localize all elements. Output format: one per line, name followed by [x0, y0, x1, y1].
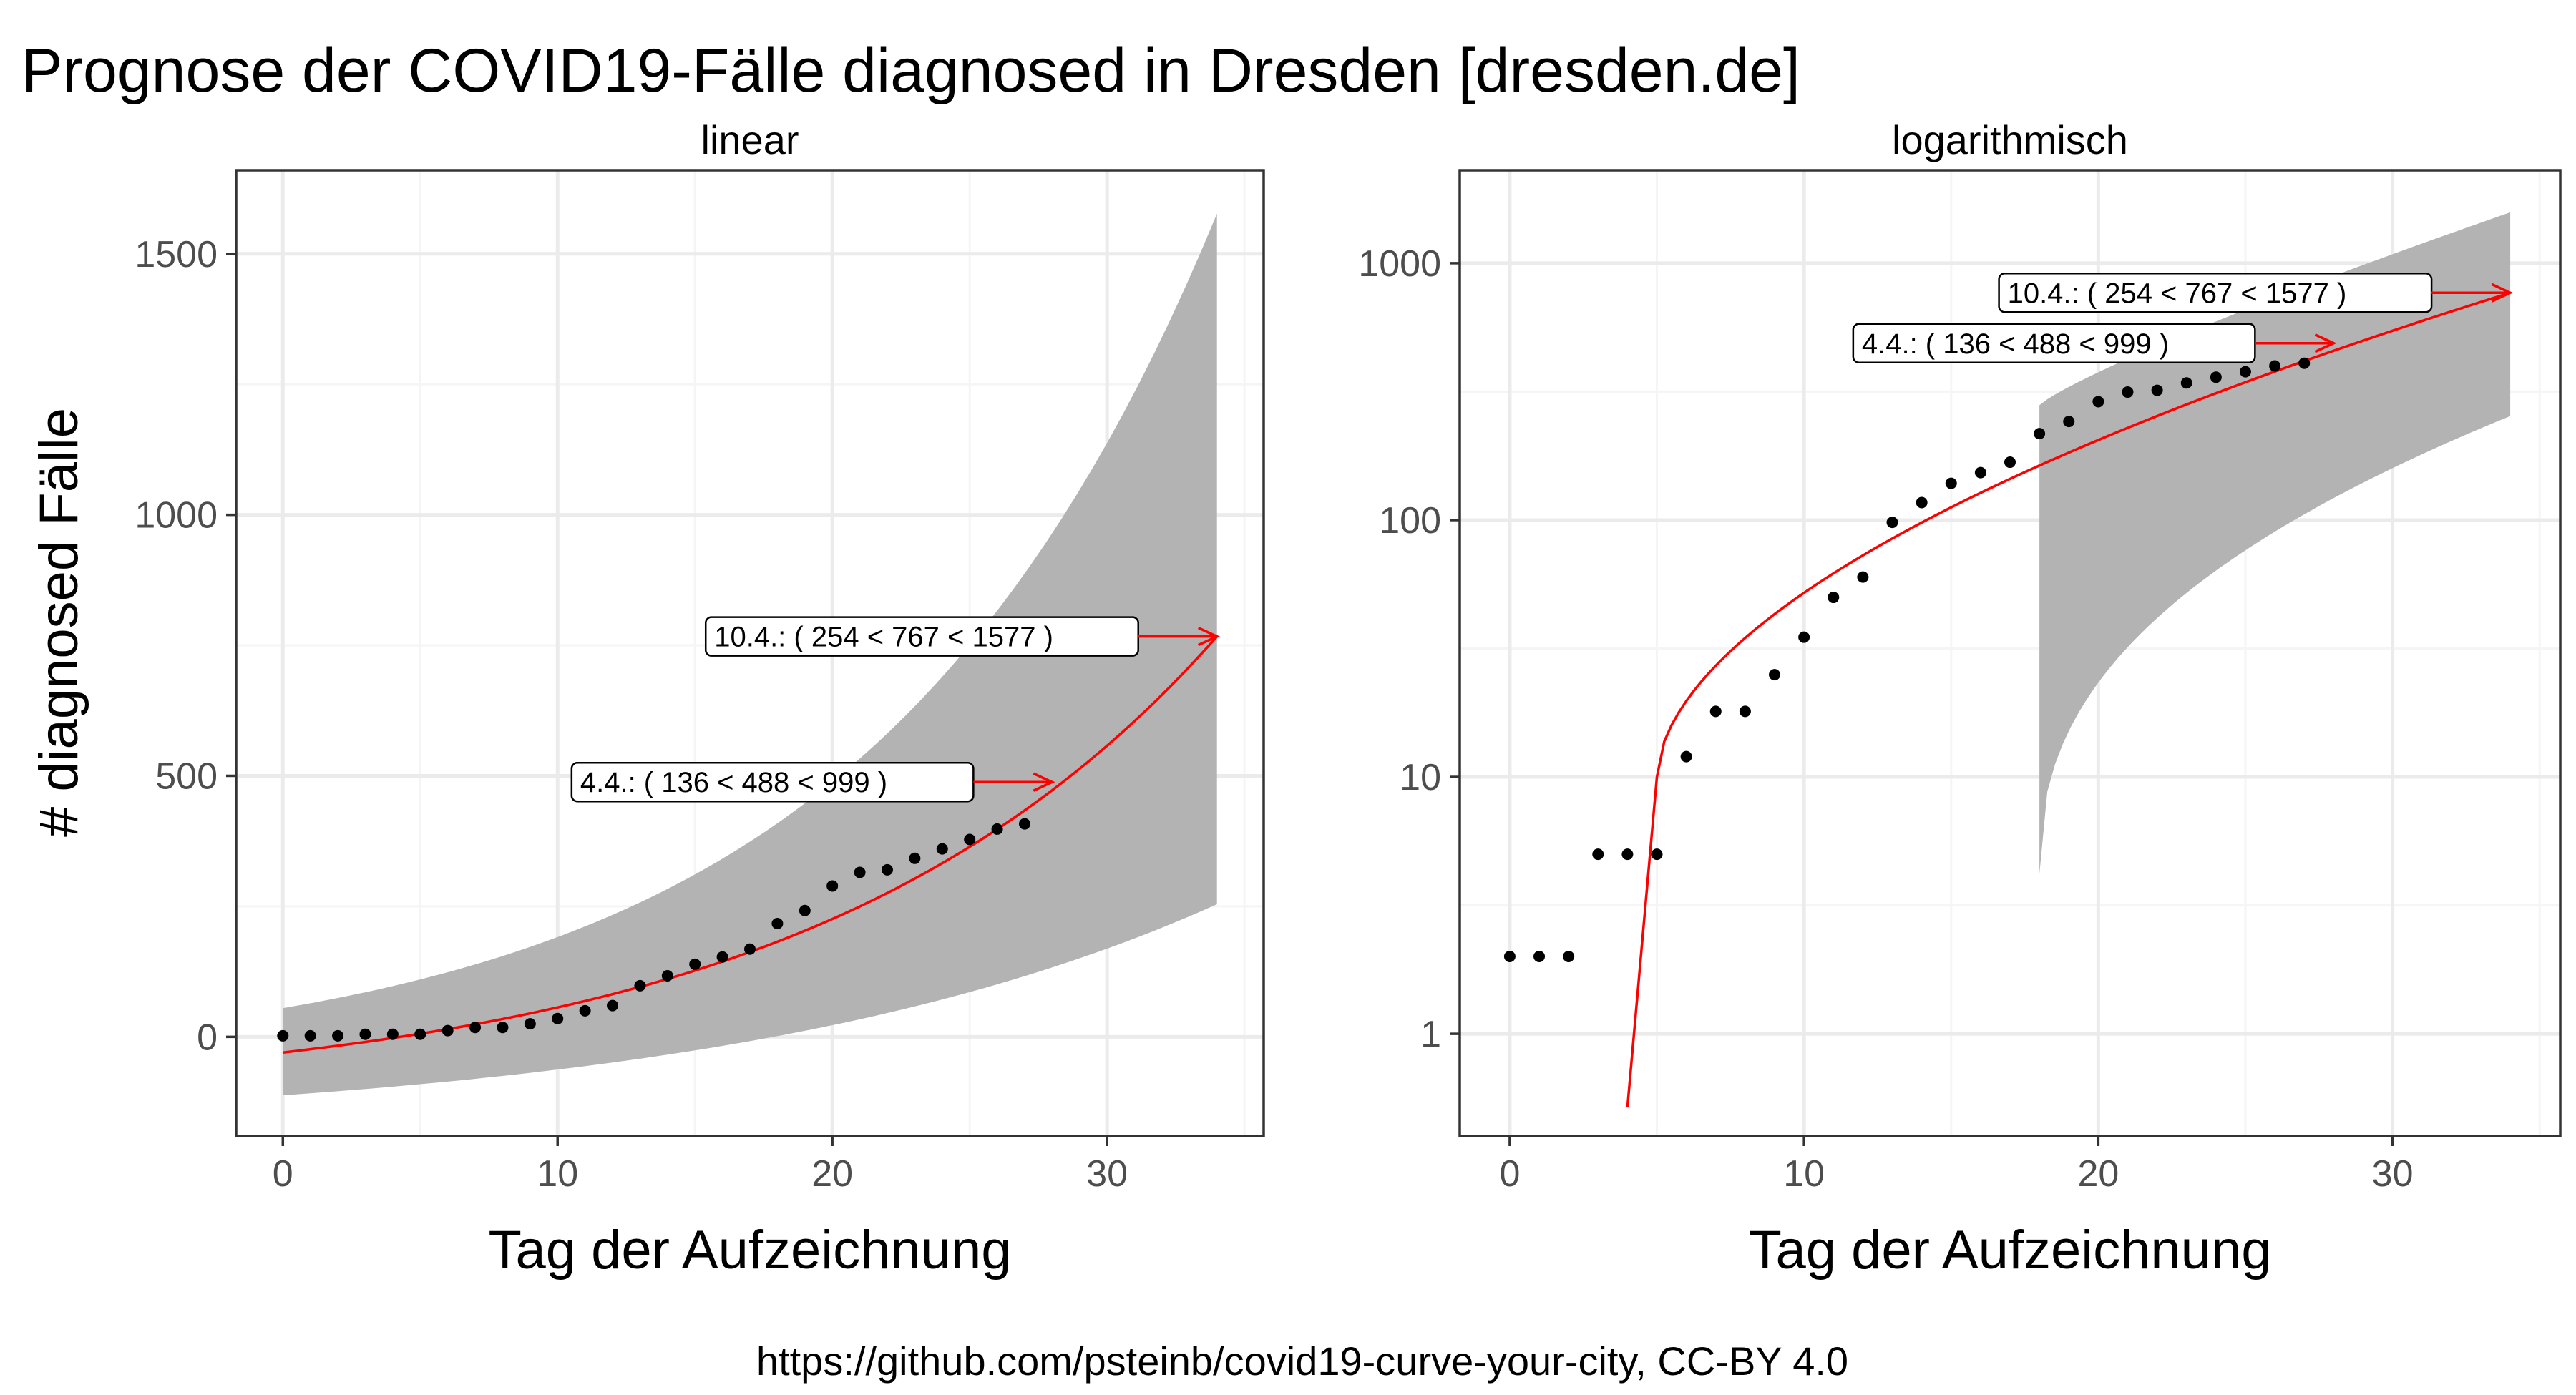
- data-point: [2180, 377, 2192, 389]
- data-point: [1563, 951, 1575, 963]
- data-point: [579, 1004, 591, 1017]
- data-point: [1739, 705, 1751, 718]
- data-point: [2092, 396, 2104, 408]
- panel-border: [1458, 169, 2562, 1137]
- annotation-label: 4.4.: ( 136 < 488 < 999 ): [1862, 328, 2169, 360]
- confidence-band: [283, 213, 1217, 1096]
- y-tick-label: 1500: [135, 234, 218, 275]
- data-point: [1974, 466, 1986, 479]
- annotation-arrowhead: [2491, 283, 2514, 303]
- data-point: [607, 999, 619, 1012]
- panel-strip-title: logarithmisch: [1892, 117, 2128, 162]
- data-point: [964, 833, 976, 846]
- data-point: [2269, 360, 2281, 372]
- data-point: [716, 951, 728, 963]
- data-point: [1857, 571, 1869, 583]
- data-point: [634, 979, 646, 992]
- chart-title: Prognose der COVID19-Fälle diagnosed in …: [21, 36, 1800, 105]
- y-axis-title: # diagnosed Fälle: [29, 408, 89, 837]
- data-point: [497, 1022, 509, 1034]
- data-point: [2034, 428, 2046, 440]
- data-point: [414, 1028, 426, 1040]
- data-point: [771, 918, 784, 929]
- chart-caption: https://github.com/psteinb/covid19-curve…: [756, 1338, 1848, 1384]
- data-point: [1945, 477, 1957, 489]
- data-point: [2063, 416, 2075, 428]
- annotation-label: 4.4.: ( 136 < 488 < 999 ): [580, 767, 887, 798]
- data-point: [826, 880, 839, 892]
- panel-strip-title: linear: [701, 117, 799, 162]
- y-tick-label: 500: [155, 755, 218, 797]
- x-tick-label: 0: [273, 1153, 293, 1195]
- confidence-band: [2039, 212, 2511, 874]
- annotation-arrowhead: [1033, 772, 1055, 792]
- data-point: [552, 1012, 564, 1024]
- y-tick-label: 1000: [1358, 243, 1441, 285]
- data-point: [1680, 750, 1692, 763]
- x-tick-label: 20: [811, 1153, 853, 1195]
- x-tick-label: 30: [2372, 1153, 2414, 1195]
- data-point: [359, 1028, 371, 1040]
- annotation-label: 10.4.: ( 254 < 767 < 1577 ): [714, 622, 1053, 653]
- y-tick-label: 1: [1420, 1014, 1441, 1055]
- data-point: [332, 1029, 344, 1042]
- x-tick-label: 30: [1086, 1153, 1128, 1195]
- data-point: [661, 969, 673, 982]
- x-tick-label: 10: [537, 1153, 578, 1195]
- y-tick-label: 10: [1400, 757, 1441, 798]
- data-point: [386, 1028, 399, 1040]
- x-tick-label: 10: [1783, 1153, 1825, 1195]
- annotation-arrowhead: [1197, 627, 1220, 647]
- data-point: [1709, 705, 1722, 718]
- data-point: [1828, 592, 1840, 604]
- data-point: [1798, 631, 1810, 643]
- data-point: [1503, 951, 1516, 963]
- panel-logarithmisch: 4.4.: ( 136 < 488 < 999 ) 10.4.: ( 254 < …: [1358, 117, 2562, 1281]
- y-tick-label: 0: [197, 1017, 218, 1058]
- data-point: [441, 1024, 454, 1037]
- data-point: [277, 1029, 289, 1042]
- data-point: [689, 958, 701, 970]
- panel-linear: 4.4.: ( 136 < 488 < 999 ) 10.4.: ( 254 < …: [135, 117, 1265, 1281]
- data-point: [881, 863, 893, 876]
- panel-border: [235, 169, 1265, 1137]
- y-tick-label: 1000: [135, 495, 218, 537]
- x-tick-label: 0: [1499, 1153, 1520, 1195]
- data-point: [1916, 496, 1928, 509]
- data-point: [991, 823, 1003, 835]
- data-point: [524, 1018, 536, 1030]
- fit-line: [1626, 291, 2511, 1107]
- data-point: [744, 943, 756, 955]
- x-axis-title: Tag der Aufzeichnung: [1749, 1220, 2272, 1281]
- data-point: [1651, 848, 1663, 861]
- y-tick-label: 100: [1379, 500, 1441, 542]
- data-point: [304, 1029, 316, 1042]
- data-point: [1621, 848, 1634, 861]
- data-point: [2298, 357, 2311, 369]
- data-point: [2122, 386, 2134, 398]
- data-point: [2210, 371, 2222, 383]
- data-point: [1886, 517, 1898, 529]
- annotation-label: 10.4.: ( 254 < 767 < 1577 ): [2008, 278, 2347, 309]
- annotation-arrowhead: [2314, 333, 2337, 353]
- data-point: [469, 1022, 482, 1034]
- data-point: [2151, 384, 2163, 396]
- data-point: [1533, 951, 1546, 963]
- data-point: [799, 904, 811, 916]
- data-point: [1769, 669, 1781, 681]
- data-point: [1592, 848, 1604, 861]
- data-point: [909, 852, 921, 864]
- x-tick-label: 20: [2077, 1153, 2119, 1195]
- data-point: [2239, 366, 2251, 378]
- data-point: [936, 843, 948, 855]
- data-point: [2004, 456, 2016, 469]
- x-axis-title: Tag der Aufzeichnung: [489, 1220, 1012, 1281]
- data-point: [854, 866, 866, 878]
- data-point: [1018, 818, 1030, 830]
